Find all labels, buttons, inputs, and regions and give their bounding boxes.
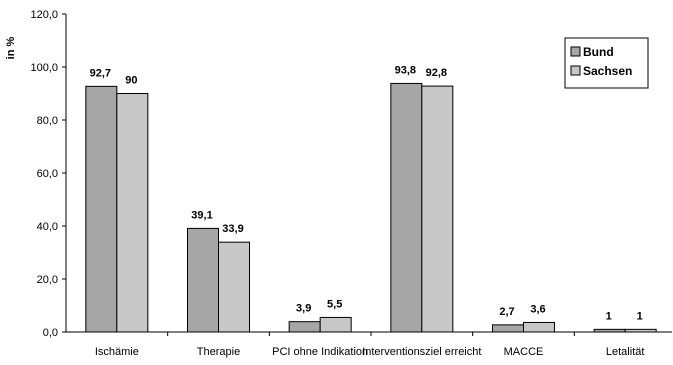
bar-sachsen-0 bbox=[116, 93, 149, 333]
bar-bund-2 bbox=[288, 321, 321, 333]
legend-swatch-bund bbox=[570, 46, 581, 57]
y-tick-label: 100,0 bbox=[30, 62, 58, 74]
legend-label: Sachsen bbox=[583, 64, 632, 78]
plot-area: 0,0 20,0 40,0 60,0 80,0 100,0 120,0 Ischämie 92,… bbox=[30, 9, 672, 358]
legend-box bbox=[564, 37, 649, 89]
data-label: 5,5 bbox=[327, 298, 342, 310]
data-label: 2,7 bbox=[499, 306, 514, 318]
y-tick-label: 40,0 bbox=[37, 221, 58, 233]
data-label: 92,8 bbox=[426, 67, 447, 79]
x-tick-label: PCI ohne Indikation bbox=[272, 346, 368, 358]
x-tick-label: Ischämie bbox=[95, 346, 139, 358]
bar-bund-0 bbox=[85, 85, 118, 333]
y-tick-label: 80,0 bbox=[37, 115, 58, 127]
data-label: 93,8 bbox=[395, 64, 416, 76]
x-tick-label: MACCE bbox=[504, 346, 544, 358]
data-label: 33,9 bbox=[222, 223, 243, 235]
legend-swatch-sachsen bbox=[570, 65, 581, 76]
bar-bund-3 bbox=[390, 82, 423, 333]
y-tick-label: 120,0 bbox=[30, 9, 58, 21]
bar-bund-1 bbox=[187, 227, 219, 333]
x-tick-label: Interventionsziel erreicht bbox=[362, 346, 481, 358]
legend-label: Bund bbox=[583, 45, 614, 59]
bar-sachsen-5 bbox=[624, 328, 657, 333]
y-tick-label: 0,0 bbox=[43, 327, 58, 339]
bar-sachsen-2 bbox=[319, 316, 352, 333]
legend: Bund Sachsen bbox=[564, 37, 649, 89]
bar-sachsen-1 bbox=[218, 241, 250, 333]
y-axis-label: in % bbox=[5, 36, 17, 59]
data-label: 90 bbox=[125, 75, 137, 87]
x-tick-label: Letalität bbox=[606, 346, 645, 358]
data-label: 3,9 bbox=[296, 303, 311, 315]
bar-bund-4 bbox=[492, 324, 524, 333]
bar-bund-5 bbox=[593, 328, 626, 333]
y-tick-label: 20,0 bbox=[37, 274, 58, 286]
data-label: 92,7 bbox=[90, 67, 111, 79]
bar-sachsen-4 bbox=[523, 321, 555, 333]
bar-sachsen-3 bbox=[421, 85, 454, 333]
data-label: 39,1 bbox=[191, 209, 212, 221]
data-label: 1 bbox=[637, 310, 643, 322]
y-tick-label: 60,0 bbox=[37, 168, 58, 180]
x-tick-label: Therapie bbox=[197, 346, 240, 358]
data-label: 1 bbox=[606, 310, 612, 322]
data-label: 3,6 bbox=[530, 303, 545, 315]
